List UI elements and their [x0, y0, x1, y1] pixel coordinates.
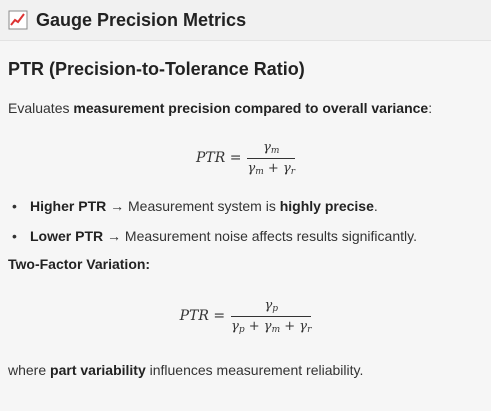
fraction-denominator: γp + γm + γr — [231, 318, 312, 335]
ptr-bullets: Higher PTR → Measurement system is highl… — [8, 196, 483, 246]
intro-bold: measurement precision compared to overal… — [73, 100, 429, 116]
ptr-two-factor-formula: PTR = γp γp + γm + γr — [8, 292, 483, 340]
header-bar: Gauge Precision Metrics — [0, 0, 491, 41]
bullet-higher-ptr: Higher PTR → Measurement system is highl… — [8, 196, 483, 216]
intro-paragraph: Evaluates measurement precision compared… — [8, 98, 483, 118]
fraction-denominator: γm + γr — [247, 160, 296, 177]
fraction-numerator: γp — [264, 297, 278, 314]
closing-paragraph: where part variability influences measur… — [8, 362, 364, 378]
fraction: γm γm + γr — [247, 139, 296, 177]
bullet-lower-ptr: Lower PTR → Measurement noise affects re… — [8, 226, 483, 246]
chart-icon — [8, 10, 28, 30]
intro-prefix: Evaluates — [8, 100, 74, 116]
fraction: γp γp + γm + γr — [231, 297, 312, 335]
ptr-formula: PTR = γm γm + γr — [8, 136, 483, 180]
intro-suffix: : — [428, 100, 433, 116]
page-title: Gauge Precision Metrics — [36, 9, 247, 30]
fraction-bar — [231, 315, 312, 317]
two-factor-heading: Two-Factor Variation: — [8, 256, 151, 272]
fraction-numerator: γm — [263, 139, 280, 156]
section-heading: PTR (Precision-to-Tolerance Ratio) — [8, 59, 305, 79]
formula2-lhs: PTR = — [179, 308, 226, 324]
formula-lhs: PTR = — [195, 150, 242, 166]
fraction-bar — [247, 157, 296, 159]
